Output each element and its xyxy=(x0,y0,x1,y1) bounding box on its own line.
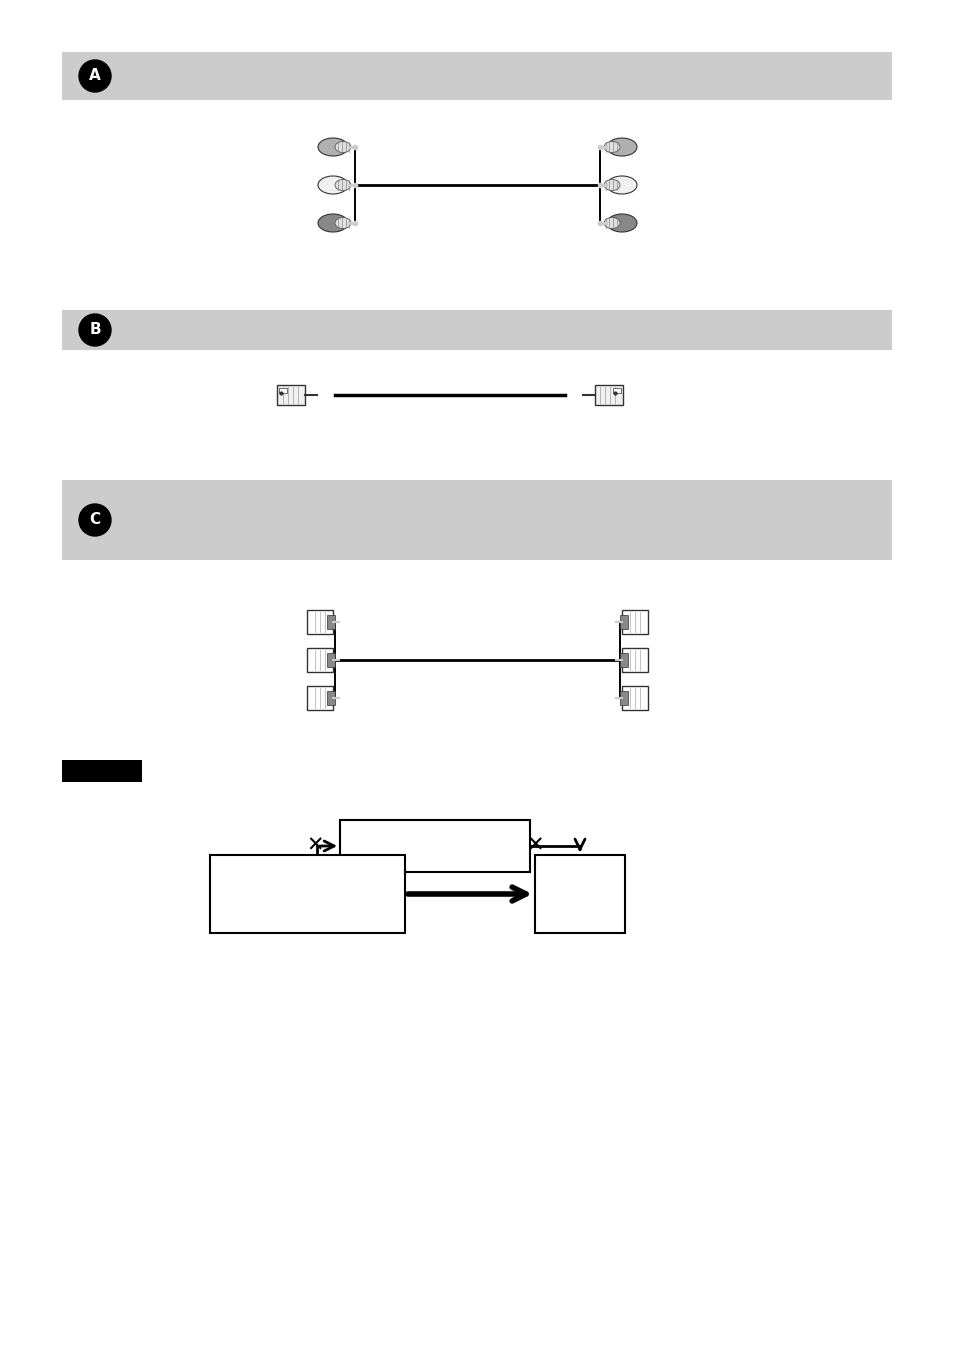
FancyBboxPatch shape xyxy=(62,310,891,350)
Text: C: C xyxy=(90,512,100,527)
Text: ✕: ✕ xyxy=(526,836,543,856)
Circle shape xyxy=(79,314,111,346)
FancyBboxPatch shape xyxy=(62,480,891,560)
FancyBboxPatch shape xyxy=(62,51,891,100)
Ellipse shape xyxy=(335,218,351,228)
FancyBboxPatch shape xyxy=(621,648,647,672)
FancyBboxPatch shape xyxy=(339,821,530,872)
Ellipse shape xyxy=(603,142,619,153)
FancyBboxPatch shape xyxy=(621,610,647,634)
FancyBboxPatch shape xyxy=(595,385,622,406)
FancyBboxPatch shape xyxy=(621,685,647,710)
Ellipse shape xyxy=(606,214,637,233)
FancyBboxPatch shape xyxy=(619,691,627,704)
Ellipse shape xyxy=(603,180,619,191)
Ellipse shape xyxy=(317,176,348,193)
Circle shape xyxy=(79,59,111,92)
FancyBboxPatch shape xyxy=(327,653,335,667)
FancyBboxPatch shape xyxy=(210,854,405,933)
FancyBboxPatch shape xyxy=(535,854,624,933)
FancyBboxPatch shape xyxy=(278,388,287,393)
Ellipse shape xyxy=(317,214,348,233)
FancyBboxPatch shape xyxy=(619,615,627,629)
Ellipse shape xyxy=(335,180,351,191)
FancyBboxPatch shape xyxy=(276,385,305,406)
Ellipse shape xyxy=(603,218,619,228)
Ellipse shape xyxy=(606,138,637,155)
FancyBboxPatch shape xyxy=(619,653,627,667)
FancyBboxPatch shape xyxy=(327,691,335,704)
FancyBboxPatch shape xyxy=(307,610,333,634)
Ellipse shape xyxy=(606,176,637,193)
Circle shape xyxy=(79,504,111,535)
FancyBboxPatch shape xyxy=(307,685,333,710)
FancyBboxPatch shape xyxy=(327,615,335,629)
Text: A: A xyxy=(89,69,101,84)
FancyBboxPatch shape xyxy=(613,388,620,393)
FancyBboxPatch shape xyxy=(62,760,142,781)
Text: B: B xyxy=(89,323,101,338)
Text: ✕: ✕ xyxy=(306,836,324,856)
Ellipse shape xyxy=(335,142,351,153)
FancyBboxPatch shape xyxy=(307,648,333,672)
Ellipse shape xyxy=(317,138,348,155)
